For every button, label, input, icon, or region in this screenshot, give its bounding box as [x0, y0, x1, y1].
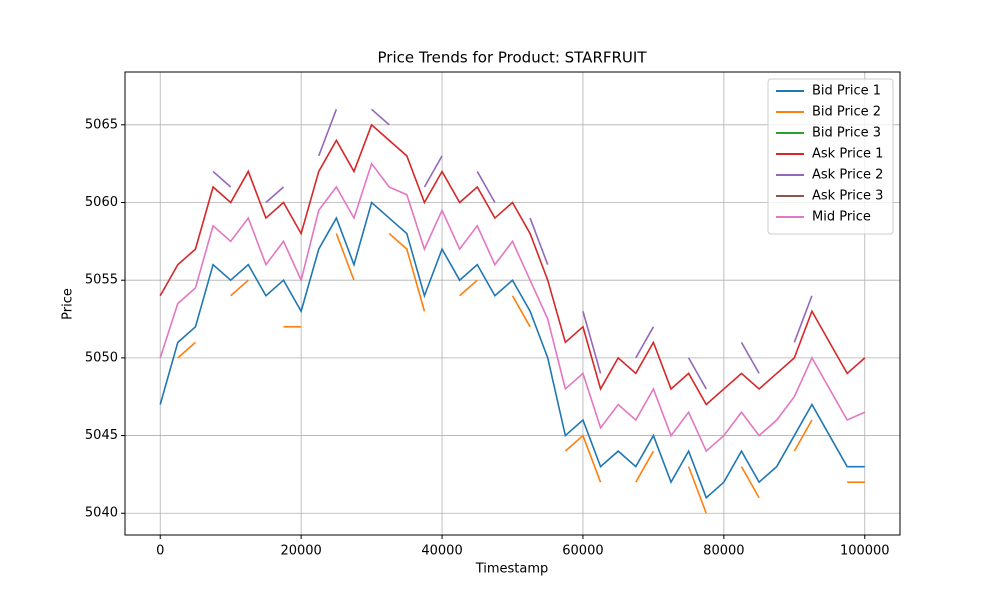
x-tick-label: 20000: [280, 544, 321, 559]
x-tick-label: 100000: [840, 544, 890, 559]
y-tick-label: 5040: [85, 506, 118, 521]
series-line: [159, 161, 866, 453]
y-axis-label: Price: [61, 288, 76, 320]
x-tick-label: 60000: [562, 544, 603, 559]
legend-label: Bid Price 1: [812, 84, 881, 99]
legend-label: Bid Price 2: [812, 105, 881, 120]
series-line: [177, 232, 865, 514]
y-tick-label: 5055: [85, 273, 118, 288]
x-axis-label: Timestamp: [475, 562, 549, 577]
series-line: [159, 201, 865, 500]
plot-frame: [124, 71, 901, 536]
x-tick-label: 40000: [421, 544, 462, 559]
y-tick-label: 5065: [85, 117, 118, 132]
legend-label: Bid Price 3: [812, 126, 881, 141]
series-line: [159, 123, 866, 406]
y-tick-label: 5060: [85, 195, 118, 210]
legend-label: Ask Price 1: [812, 147, 883, 162]
x-tick-label: 80000: [703, 544, 744, 559]
y-tick-label: 5045: [85, 428, 118, 443]
x-tick-label: 0: [156, 544, 164, 559]
legend-label: Ask Price 2: [812, 168, 883, 183]
legend-label: Mid Price: [812, 210, 871, 225]
legend-label: Ask Price 3: [812, 189, 883, 204]
y-tick-label: 5050: [85, 350, 118, 365]
chart-title: Price Trends for Product: STARFRUIT: [378, 49, 648, 67]
